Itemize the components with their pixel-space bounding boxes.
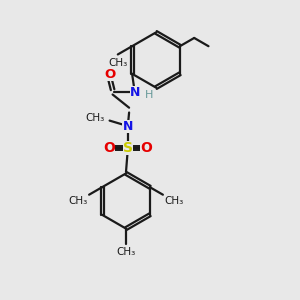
Text: S: S	[123, 141, 133, 154]
Text: CH₃: CH₃	[86, 112, 105, 123]
Text: CH₃: CH₃	[68, 196, 88, 206]
Text: H: H	[144, 90, 153, 100]
Text: CH₃: CH₃	[116, 247, 136, 256]
Text: O: O	[140, 141, 152, 154]
Text: N: N	[130, 85, 140, 99]
Text: CH₃: CH₃	[108, 58, 128, 68]
Text: O: O	[103, 141, 115, 154]
Text: O: O	[104, 68, 115, 81]
Text: CH₃: CH₃	[164, 196, 184, 206]
Text: N: N	[122, 120, 133, 133]
